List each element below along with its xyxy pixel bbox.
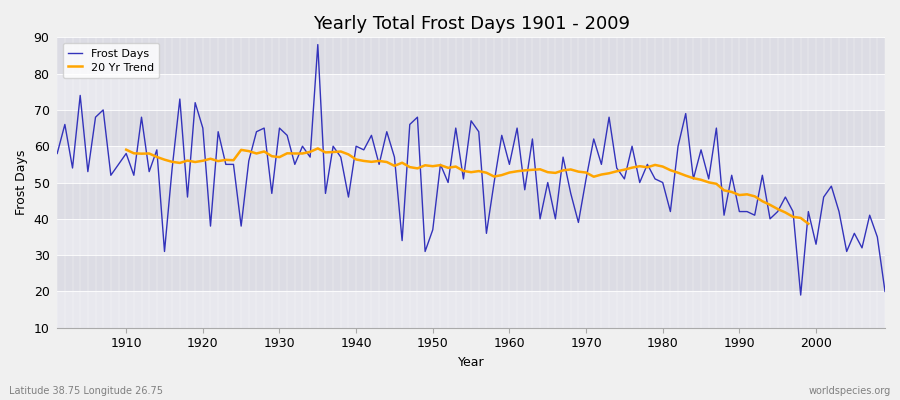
Frost Days [512,126,523,130]
Frost Days [796,293,806,298]
Bar [58,182,885,219]
20 Yr Trend [121,147,131,152]
Line: Frost Days: Frost Days [58,44,885,295]
X-axis label: Year: Year [458,356,484,369]
Title: Yearly Total Frost Days 1901 - 2009: Yearly Total Frost Days 1901 - 2009 [312,15,630,33]
Frost Days [52,151,63,156]
Frost Days [312,42,323,47]
Bar [58,255,885,292]
Frost Days [879,289,890,294]
Line: 20 Yr Trend: 20 Yr Trend [126,148,808,224]
Bar [58,219,885,255]
Bar [58,37,885,74]
20 Yr Trend [336,149,346,154]
Frost Days [336,155,346,160]
Frost Days [504,162,515,167]
Frost Days [113,162,124,167]
20 Yr Trend [312,146,323,151]
20 Yr Trend [803,221,814,226]
Text: Latitude 38.75 Longitude 26.75: Latitude 38.75 Longitude 26.75 [9,386,163,396]
Bar [58,110,885,146]
20 Yr Trend [604,171,615,176]
20 Yr Trend [212,159,223,164]
Bar [58,74,885,110]
Bar [58,146,885,182]
Legend: Frost Days, 20 Yr Trend: Frost Days, 20 Yr Trend [63,43,159,78]
Text: worldspecies.org: worldspecies.org [809,386,891,396]
Bar [58,292,885,328]
20 Yr Trend [696,178,706,182]
Frost Days [282,133,292,138]
20 Yr Trend [711,181,722,186]
Y-axis label: Frost Days: Frost Days [15,150,28,215]
Frost Days [604,115,615,120]
20 Yr Trend [780,210,791,215]
